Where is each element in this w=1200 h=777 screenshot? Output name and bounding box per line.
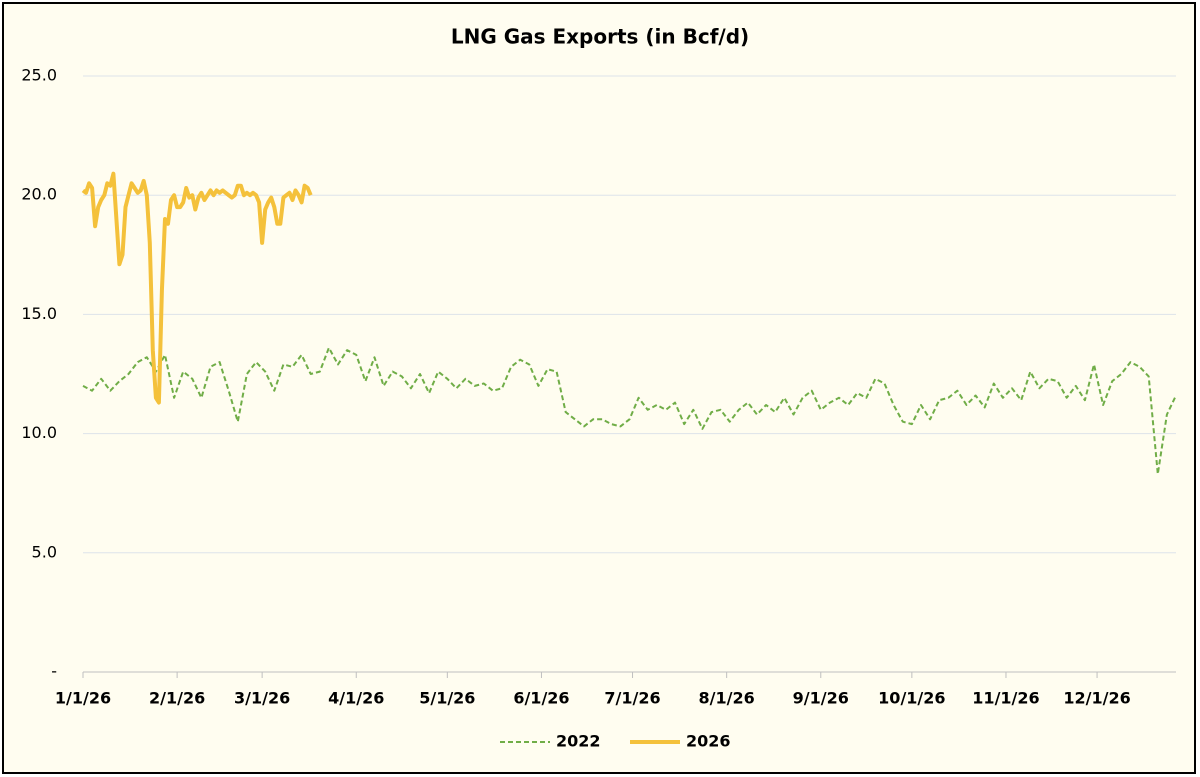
x-tick-label: 2/1/26 bbox=[149, 689, 205, 708]
x-tick-label: 12/1/26 bbox=[1063, 689, 1130, 708]
y-tick-label: 20.0 bbox=[21, 185, 57, 204]
y-tick-label: 15.0 bbox=[21, 304, 57, 323]
x-tick-label: 7/1/26 bbox=[604, 689, 660, 708]
series-line bbox=[82, 346, 1177, 476]
x-tick-label: 9/1/26 bbox=[793, 689, 849, 708]
y-tick-label: 25.0 bbox=[21, 66, 57, 85]
x-tick-label: 8/1/26 bbox=[699, 689, 755, 708]
x-tick-label: 5/1/26 bbox=[419, 689, 475, 708]
legend-label: 2022 bbox=[556, 732, 601, 751]
legend-label: 2026 bbox=[686, 732, 731, 751]
y-tick-label: 10.0 bbox=[21, 423, 57, 442]
series-line bbox=[81, 171, 313, 405]
y-tick-label: 5.0 bbox=[32, 542, 57, 561]
x-tick-label: 11/1/26 bbox=[972, 689, 1039, 708]
x-tick-label: 6/1/26 bbox=[513, 689, 569, 708]
x-tick-label: 3/1/26 bbox=[234, 689, 290, 708]
x-tick-label: 1/1/26 bbox=[55, 689, 111, 708]
x-tick-label: 4/1/26 bbox=[328, 689, 384, 708]
y-tick-label: - bbox=[51, 662, 57, 681]
chart-title: LNG Gas Exports (in Bcf/d) bbox=[451, 25, 749, 49]
x-tick-label: 10/1/26 bbox=[878, 689, 945, 708]
